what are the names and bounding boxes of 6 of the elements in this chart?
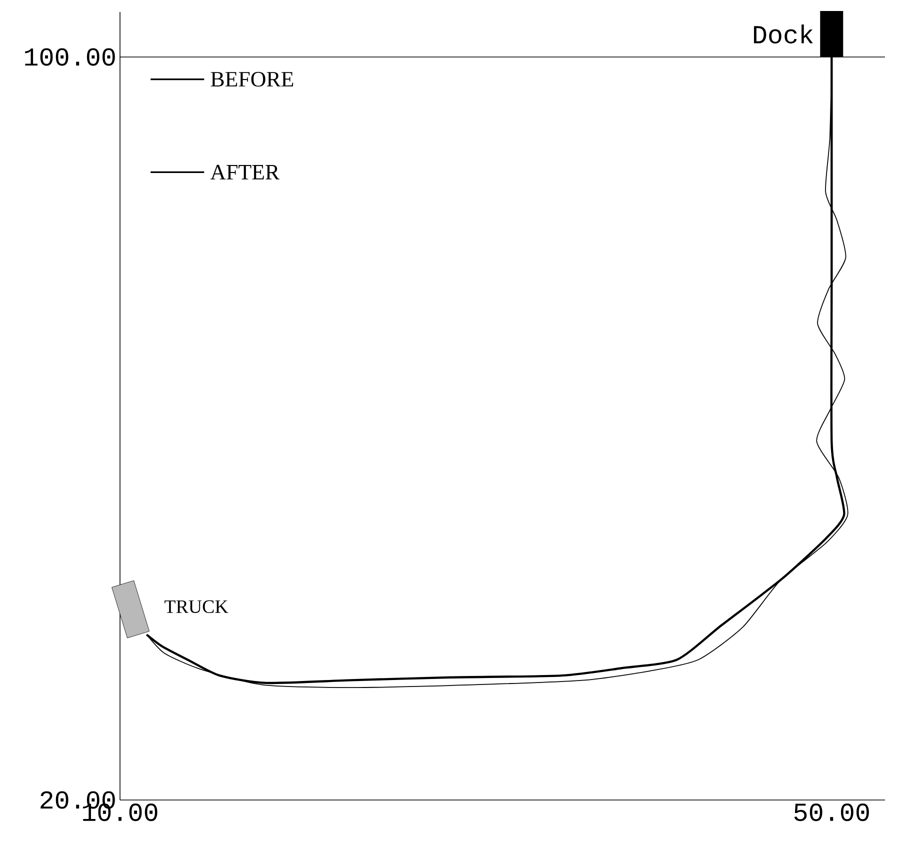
x-tick-label: 50.00: [794, 804, 869, 822]
annotation: TRUCK: [164, 600, 228, 614]
annotation: Dock: [754, 24, 813, 44]
legend-label: AFTER: [210, 164, 280, 180]
y-tick-label: 100.00: [25, 48, 115, 66]
legend-label: BEFORE: [210, 72, 294, 87]
